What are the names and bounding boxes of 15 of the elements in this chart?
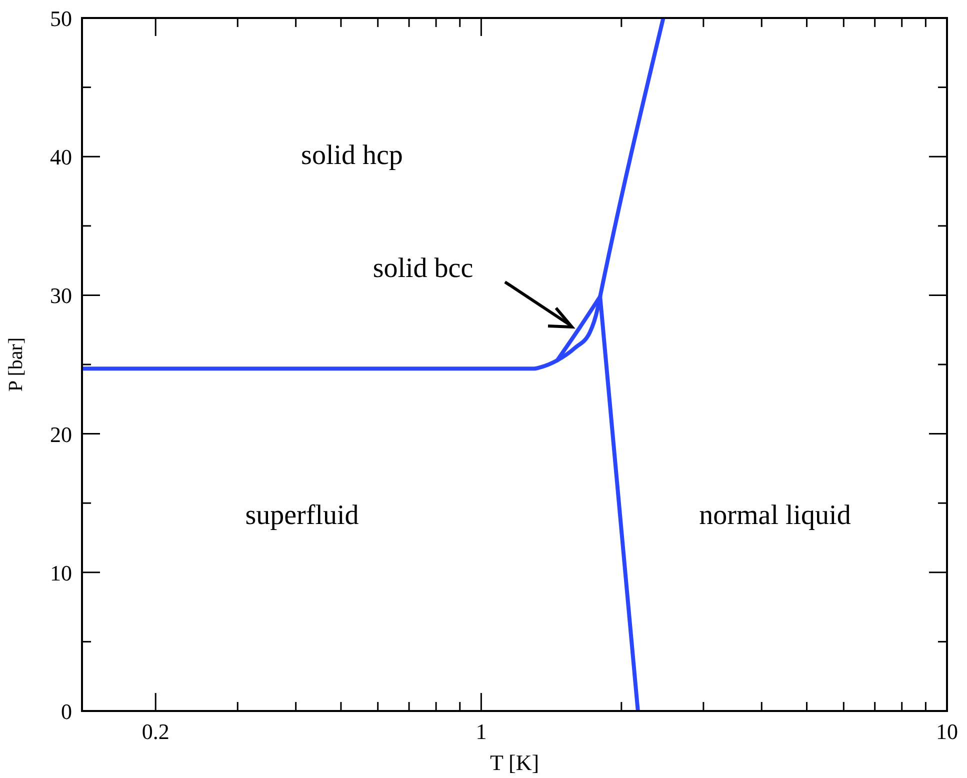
y-tick-label: 0 <box>61 699 72 724</box>
x-tick-label: 1 <box>476 719 487 744</box>
annotation: normal liquid <box>699 500 851 531</box>
y-tick-label: 10 <box>50 560 72 586</box>
x-tick-label: 0.2 <box>142 719 170 744</box>
y-tick-label: 50 <box>50 6 72 31</box>
x-tick-label: 10 <box>936 719 958 744</box>
annotation: solid bcc <box>372 253 474 284</box>
annotation: solid hcp <box>301 140 403 171</box>
y-tick-label: 20 <box>50 422 72 447</box>
y-tick-label: 30 <box>50 283 72 308</box>
y-tick-label: 40 <box>50 144 72 170</box>
x-axis-title: T [K] <box>490 750 540 775</box>
y-axis-title: P [bar] <box>5 337 27 392</box>
annotation: superfluid <box>245 500 359 531</box>
